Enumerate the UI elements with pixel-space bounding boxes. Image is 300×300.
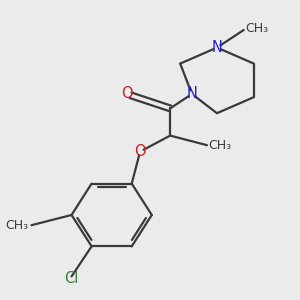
Text: N: N <box>212 40 222 55</box>
Text: CH₃: CH₃ <box>208 139 232 152</box>
Text: CH₃: CH₃ <box>6 219 29 232</box>
Text: O: O <box>121 86 133 101</box>
Text: O: O <box>134 144 146 159</box>
Text: N: N <box>187 86 197 101</box>
Text: CH₃: CH₃ <box>245 22 268 35</box>
Text: Cl: Cl <box>64 271 79 286</box>
